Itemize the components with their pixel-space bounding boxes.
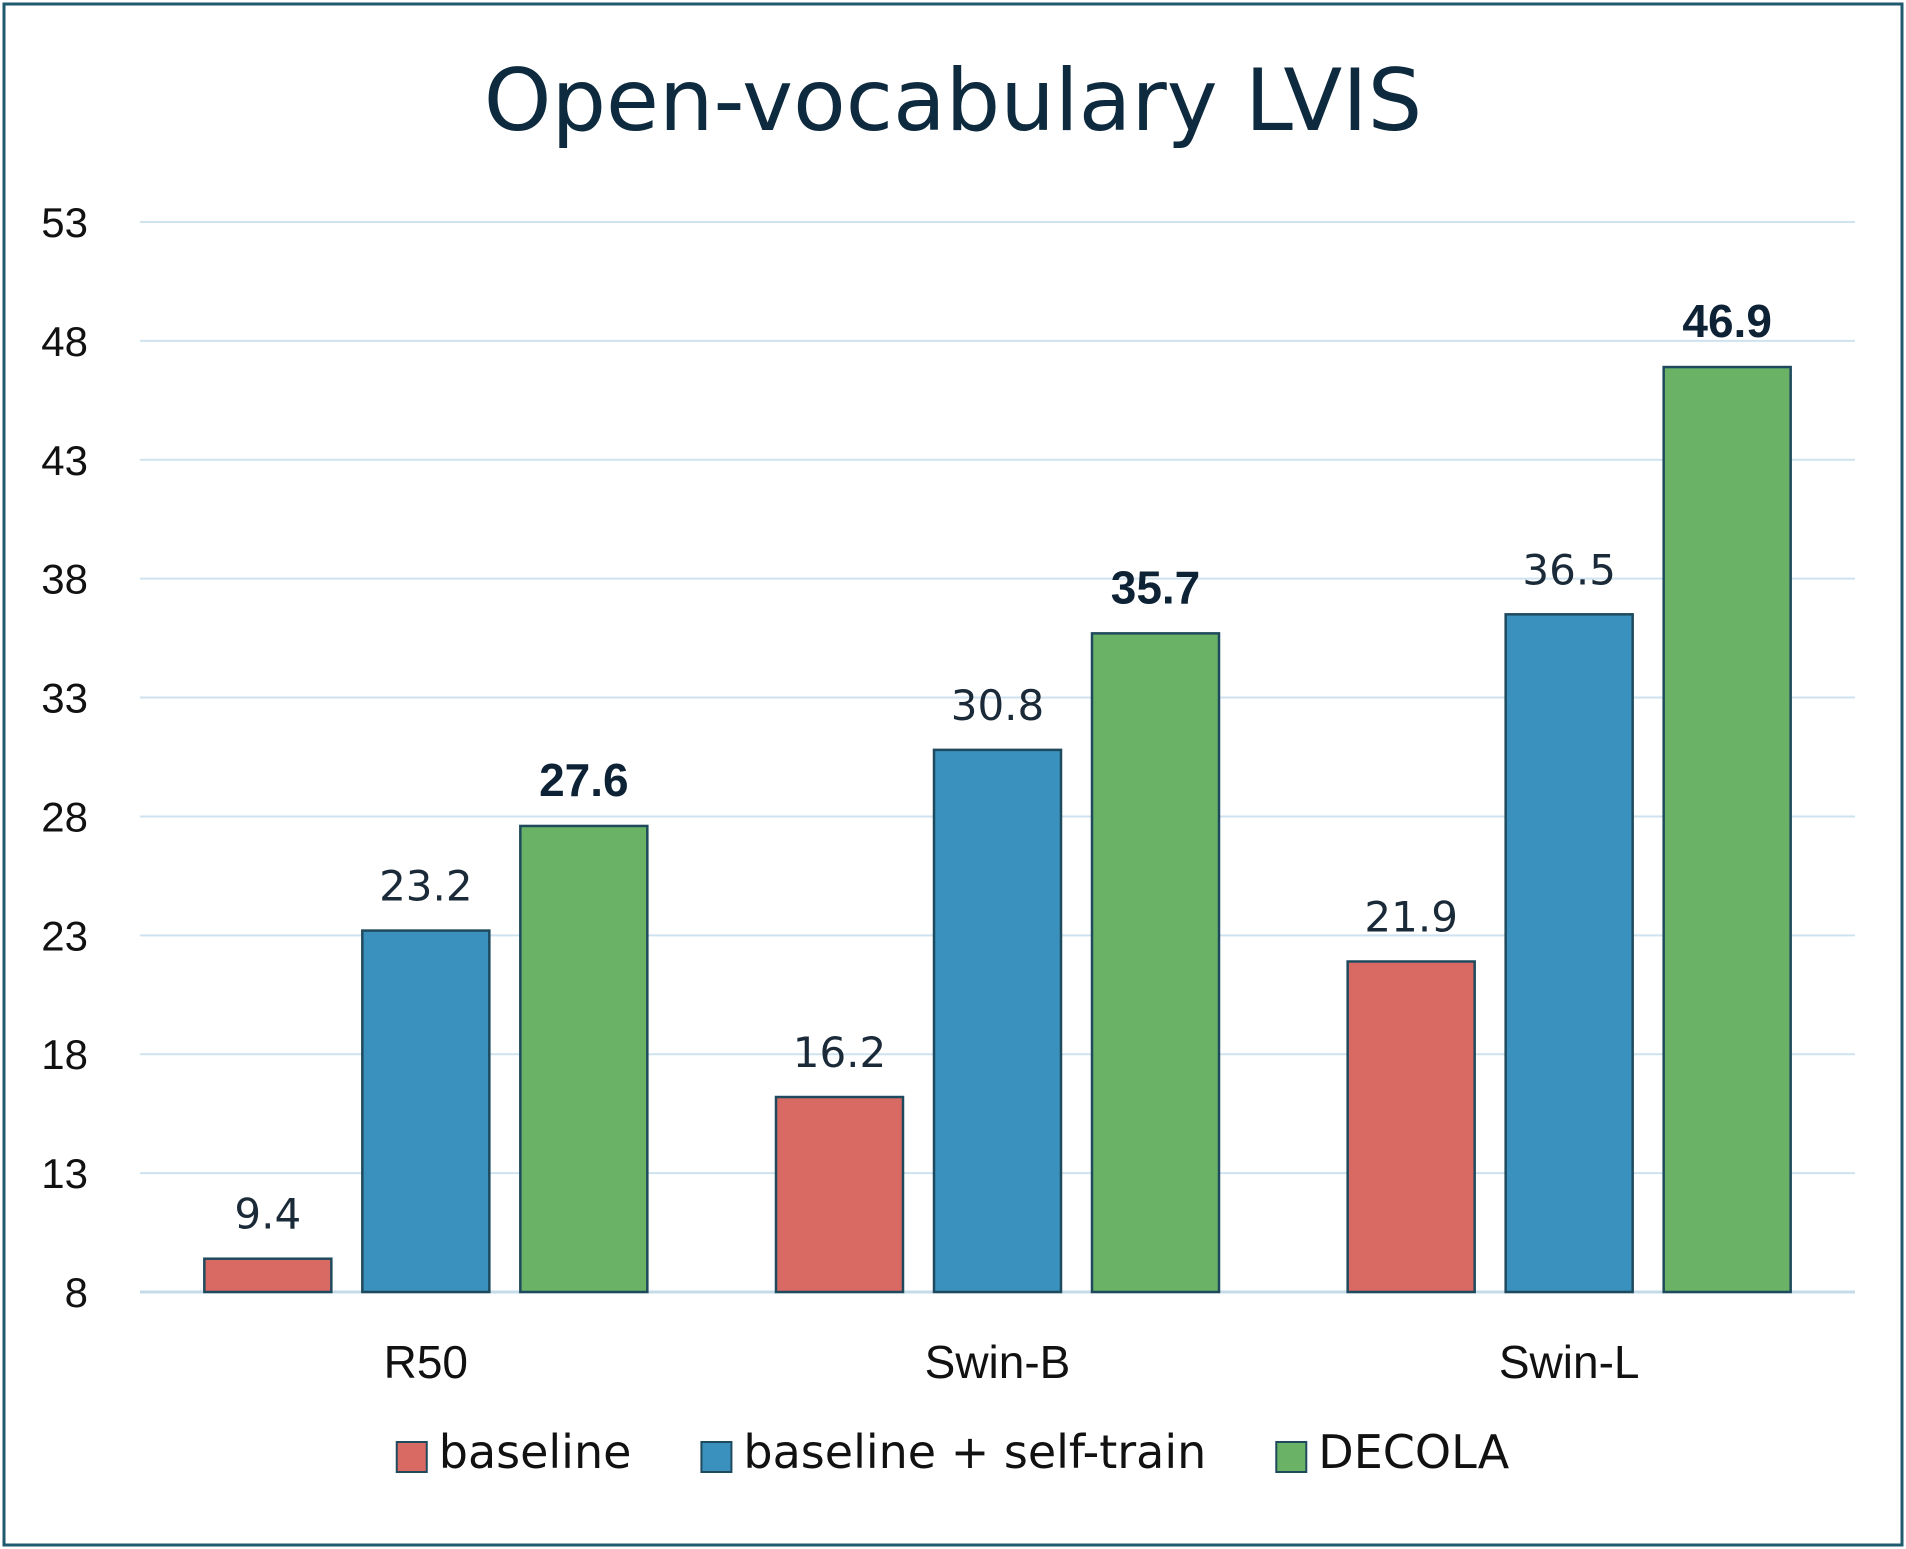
- data-label: 9.4: [234, 1190, 301, 1239]
- data-label: 16.2: [793, 1028, 887, 1077]
- y-tick-label: 13: [41, 1150, 88, 1197]
- legend-label: baseline + self-train: [743, 1425, 1206, 1479]
- chart-title: Open-vocabulary LVIS: [484, 51, 1422, 151]
- y-tick-label: 53: [41, 199, 88, 246]
- legend-item: baseline: [395, 1425, 632, 1479]
- y-tick-label: 38: [41, 556, 88, 603]
- data-label: 35.7: [1111, 561, 1201, 613]
- bar: [519, 824, 649, 1294]
- y-axis-ticks: 53 48 43 38 33 28 23 18 13 8: [41, 199, 88, 1316]
- bar: [1090, 632, 1221, 1294]
- x-axis-categories: R50 Swin-B Swin-L: [384, 1336, 1640, 1388]
- bars: [203, 365, 1792, 1294]
- data-label: 36.5: [1522, 545, 1616, 594]
- y-tick-label: 23: [41, 912, 88, 959]
- bar: [361, 929, 491, 1294]
- bar: [1346, 960, 1476, 1294]
- y-tick-label: 28: [41, 793, 88, 840]
- legend: baseline baseline + self-train DECOLA: [395, 1425, 1510, 1479]
- data-label: 21.9: [1364, 892, 1458, 941]
- bar: [932, 748, 1063, 1294]
- bar: [1662, 365, 1792, 1294]
- legend-swatch: [1275, 1441, 1308, 1473]
- x-tick-label: R50: [384, 1336, 468, 1388]
- data-label: 27.6: [539, 754, 629, 806]
- legend-item: DECOLA: [1275, 1425, 1510, 1479]
- data-labels: 9.4 23.2 27.6 16.2 30.8 35.7 21.9 36.5 46.9: [234, 295, 1771, 1239]
- y-tick-label: 8: [65, 1269, 88, 1316]
- y-tick-label: 33: [41, 675, 88, 722]
- legend-swatch: [395, 1441, 428, 1473]
- legend-item: baseline + self-train: [700, 1425, 1206, 1479]
- legend-label: baseline: [439, 1425, 632, 1479]
- y-tick-label: 43: [41, 437, 88, 484]
- x-tick-label: Swin-B: [925, 1336, 1071, 1388]
- bar: [774, 1095, 905, 1294]
- bar: [1504, 613, 1634, 1294]
- y-tick-label: 48: [41, 318, 88, 365]
- data-label: 46.9: [1682, 295, 1772, 347]
- data-label: 30.8: [951, 681, 1045, 730]
- y-tick-label: 18: [41, 1031, 88, 1078]
- legend-swatch: [700, 1441, 733, 1473]
- data-label: 23.2: [379, 862, 473, 911]
- bar: [203, 1257, 333, 1294]
- legend-label: DECOLA: [1318, 1425, 1509, 1479]
- x-tick-label: Swin-L: [1499, 1336, 1640, 1388]
